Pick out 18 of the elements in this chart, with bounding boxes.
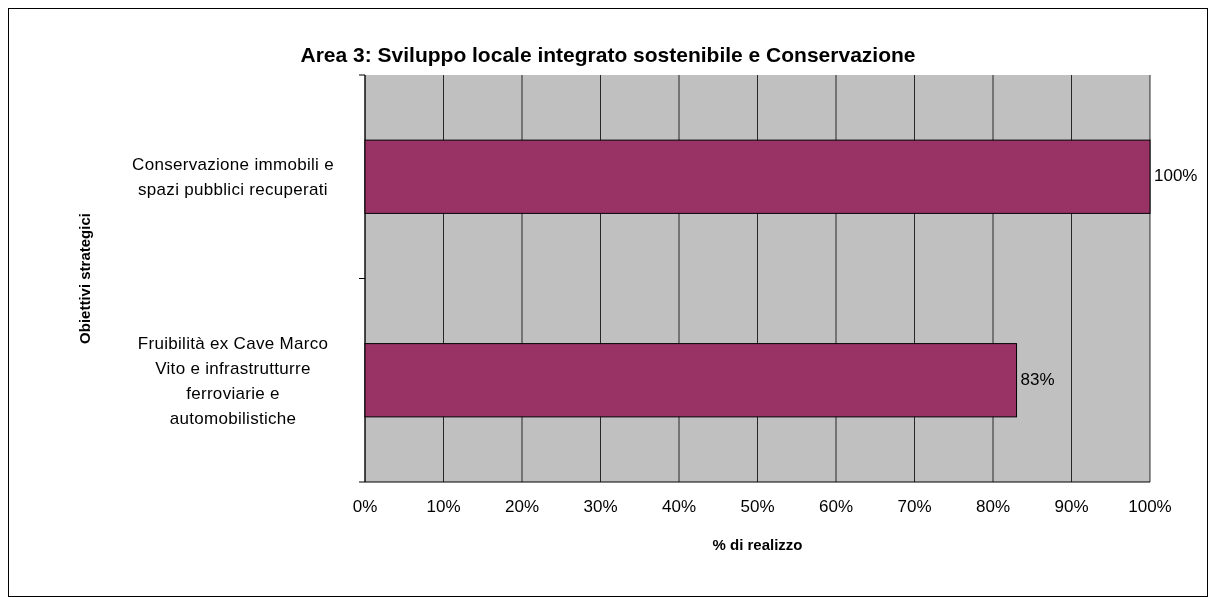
y-tick-label: Conservazione immobili e spazi pubblici recuperati <box>132 155 334 200</box>
x-tick-label: 70% <box>897 497 932 516</box>
x-tick-label: 10% <box>426 497 461 516</box>
x-tick-label: 40% <box>661 497 697 516</box>
y-axis-title: Obiettivi strategici <box>76 213 93 344</box>
data-label: 83% <box>1020 369 1055 389</box>
chart-title: Area 3: Sviluppo locale integrato sostenibile e Conservazione <box>300 43 916 66</box>
x-tick-label: 30% <box>583 497 618 516</box>
data-label: 100% <box>1154 166 1198 186</box>
x-tick-label: 0% <box>352 497 378 516</box>
x-tick-label: 50% <box>740 497 775 516</box>
x-axis-title: % di realizzo <box>712 536 803 553</box>
x-tick-label: 20% <box>504 497 540 516</box>
y-tick-label: Fruibilità ex Cave Marco Vito e infrastrutturre ferroviarie e automobilistiche <box>137 333 329 428</box>
x-tick-label: 90% <box>1054 497 1089 516</box>
x-tick-label: 60% <box>818 497 854 516</box>
x-tick-label: 100% <box>1128 497 1172 516</box>
x-tick-label: 80% <box>975 497 1011 516</box>
